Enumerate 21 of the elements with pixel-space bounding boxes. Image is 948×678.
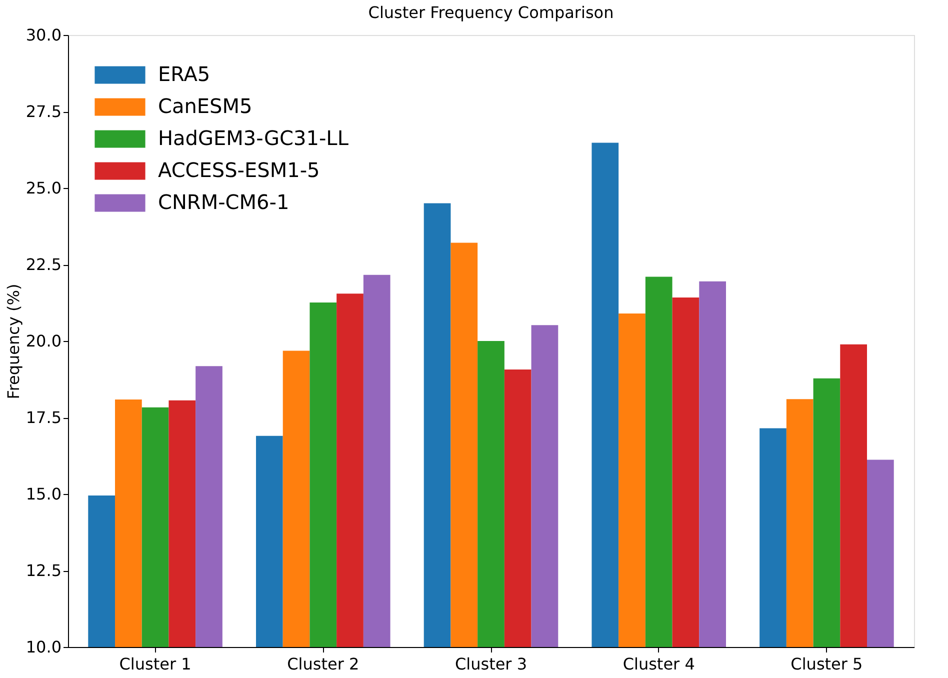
x-tick-label: Cluster 1 — [119, 654, 192, 674]
y-tick-label: 10.0 — [26, 638, 62, 656]
chart-title: Cluster Frequency Comparison — [368, 3, 614, 22]
y-tick-label: 30.0 — [26, 26, 62, 44]
y-axis-title: Frequency (%) — [4, 284, 23, 400]
legend-label: CNRM-CM6-1 — [158, 190, 290, 214]
y-tick-label: 20.0 — [26, 332, 62, 350]
x-tick-label: Cluster 5 — [790, 654, 863, 674]
x-tick-label: Cluster 2 — [287, 654, 360, 674]
legend-label: HadGEM3-GC31-LL — [158, 126, 350, 150]
y-tick-label: 15.0 — [26, 484, 62, 504]
y-tick-label: 22.5 — [26, 255, 62, 274]
legend-label: ACCESS-ESM1-5 — [158, 158, 320, 182]
y-tick-label: 27.5 — [26, 102, 62, 121]
legend-label: CanESM5 — [158, 94, 252, 118]
y-tick-label: 25.0 — [26, 178, 62, 198]
x-tick-label: Cluster 3 — [454, 654, 528, 674]
y-tick-label: 17.5 — [26, 408, 62, 427]
x-tick-label: Cluster 4 — [622, 654, 695, 674]
legend-label: ERA5 — [158, 62, 210, 86]
y-tick-label: 12.5 — [26, 561, 62, 580]
